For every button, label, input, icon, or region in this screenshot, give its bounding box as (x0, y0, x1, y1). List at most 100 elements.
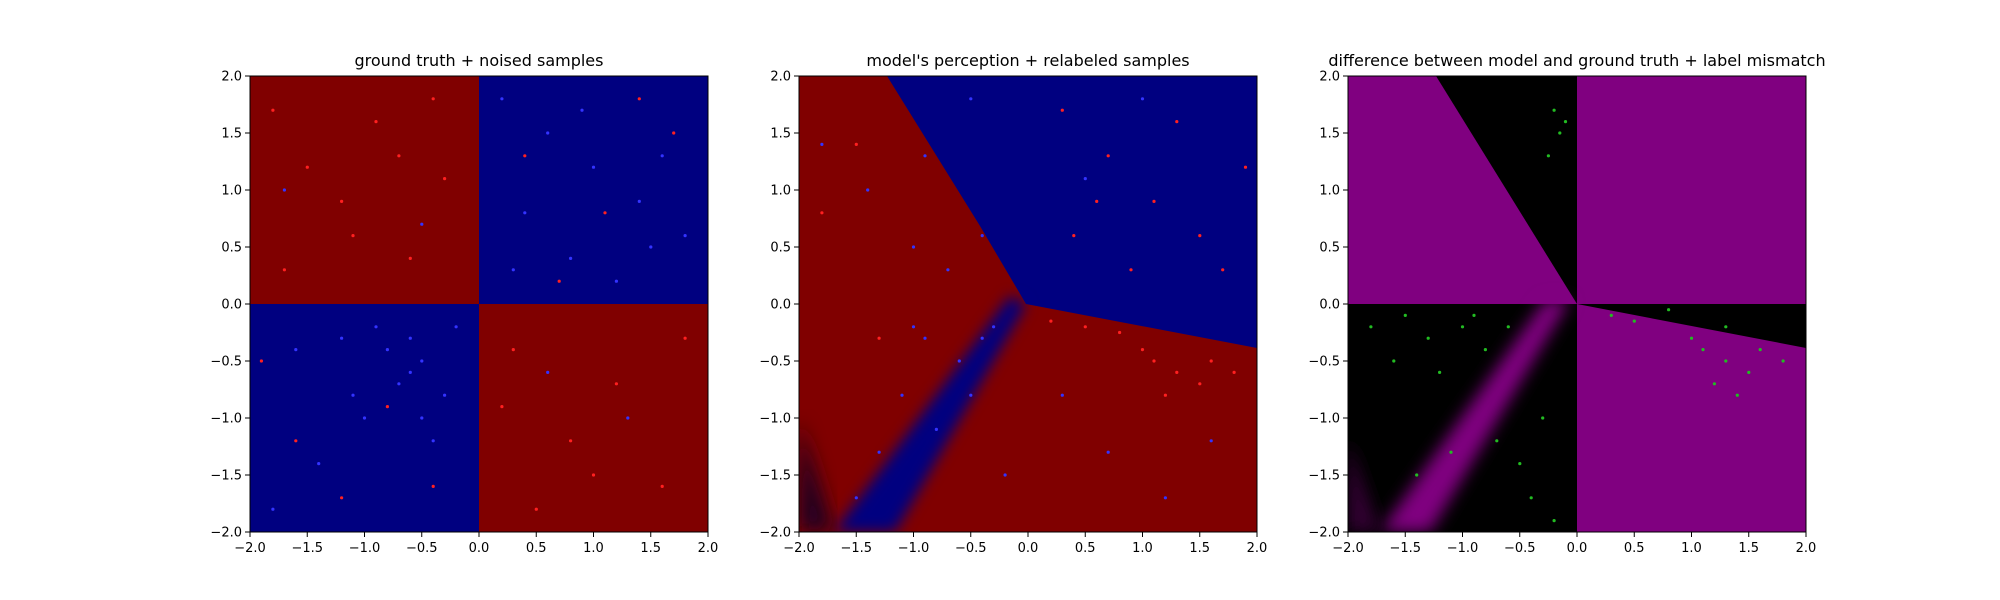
panel-1-quadrant-top-right (479, 76, 708, 304)
panel-1-background (250, 76, 708, 532)
panel-1-point (408, 370, 412, 374)
panel-1-point (420, 359, 424, 363)
panel-1-quadrant-top-left (250, 76, 479, 304)
x-tick-label: 1.5 (640, 541, 661, 556)
y-tick-label: 0.5 (221, 241, 242, 256)
panel-2-point (1163, 496, 1167, 500)
panel-3-point (1460, 325, 1465, 329)
panel-1-point (591, 473, 596, 477)
x-tick-label: −2.0 (234, 541, 266, 556)
x-tick-label: −1.5 (1389, 541, 1421, 556)
panel-2-point (1140, 97, 1145, 101)
panel-2-point (923, 154, 927, 158)
panel-3-point (1724, 325, 1728, 329)
panel-3-background (1348, 76, 1806, 532)
y-tick-label: 2.0 (1319, 70, 1340, 85)
y-tick-label: 1.5 (770, 127, 791, 142)
panel-2-point (1060, 108, 1064, 112)
panel-1-point (340, 336, 344, 340)
panel-2-point (1118, 330, 1122, 335)
y-tick-label: −1.5 (210, 469, 242, 484)
panel-2-point (877, 336, 881, 340)
panel-1-point (660, 484, 664, 488)
panel-1-point (672, 131, 676, 135)
y-tick-label: 1.0 (221, 184, 242, 199)
panel-3-point (1781, 359, 1785, 363)
y-tick-label: 2.0 (770, 70, 791, 85)
panel-2-dark-corner (799, 420, 834, 532)
panel-2-blue-wedge (834, 296, 1026, 532)
panel-2-point (1083, 325, 1087, 329)
panel-3-point (1724, 359, 1728, 363)
y-tick-label: −1.0 (1308, 412, 1340, 427)
panel-3-point (1403, 313, 1407, 317)
panel-3-point (1415, 473, 1419, 477)
panel-1-point (420, 222, 424, 226)
y-tick-label: −0.5 (210, 355, 242, 370)
panel-3-point (1701, 348, 1705, 352)
panel-1-quadrant-bottom-right (479, 304, 708, 532)
panel-1-point (374, 325, 378, 329)
x-tick-label: −1.0 (349, 541, 381, 556)
panel-1-point (420, 416, 424, 420)
y-tick-label: 1.5 (221, 127, 242, 142)
panel-3-point (1563, 120, 1568, 124)
y-tick-label: −1.0 (759, 412, 791, 427)
y-tick-label: 1.0 (770, 184, 791, 199)
panel-1-point (683, 336, 687, 340)
panel-3-point (1552, 108, 1556, 112)
panel-2-point (820, 211, 824, 215)
panel-2-point (957, 359, 961, 363)
panel-1-point (443, 177, 447, 181)
panel-2-point (923, 336, 927, 340)
panel-2-point (1095, 199, 1099, 203)
panel-3-points (1369, 108, 1785, 523)
panel-2-point (969, 97, 973, 101)
panel-3-point (1426, 336, 1430, 340)
panel-2-point (1083, 177, 1087, 181)
panel-2-point (1209, 439, 1213, 443)
panel-2-point (1175, 120, 1179, 124)
y-tick-label: 0.0 (1319, 298, 1340, 313)
panel-1-point (351, 234, 355, 238)
panel-3-point (1747, 370, 1751, 374)
panel-2-point (946, 268, 950, 272)
panel-2-point (911, 245, 916, 249)
panel-3-point (1758, 348, 1762, 352)
x-tick-label: −0.5 (955, 541, 987, 556)
panel-2-point (1232, 370, 1236, 374)
panel-1-point (591, 165, 596, 169)
panel-2-point (980, 234, 984, 238)
x-tick-label: 0.5 (1075, 541, 1096, 556)
x-tick-label: 2.0 (1796, 541, 1817, 556)
panel-2-point (911, 325, 916, 329)
x-tick-label: −0.5 (406, 541, 438, 556)
x-tick-label: −1.5 (840, 541, 872, 556)
x-tick-label: 0.0 (1567, 541, 1588, 556)
panel-1-point (546, 370, 550, 374)
panel-1-point (282, 188, 286, 192)
x-tick-label: −2.0 (1332, 541, 1364, 556)
panel-3-point (1541, 416, 1545, 420)
panel-1-point (534, 507, 538, 511)
panel-1-point (511, 268, 515, 272)
panel-3-point (1438, 370, 1442, 374)
panel-1-point (385, 405, 389, 409)
panel-2-point (1221, 268, 1225, 272)
panel-1-point (660, 154, 664, 158)
panel-2-background (799, 76, 1257, 532)
panel-2-point (980, 336, 984, 340)
panel-1-point (523, 154, 527, 158)
panel-ground-truth: −2.0 −1.5 −1.0 −0.5 0.0 0.5 1.0 1.5 2.0 −2.0 −1.5… (210, 51, 718, 556)
panel-3-mismatch-top-right (1577, 76, 1806, 304)
panel-1-point (683, 234, 687, 238)
panel-1-point (431, 484, 435, 488)
panel-2-point (866, 188, 870, 192)
panel-1-title: ground truth + noised samples (355, 51, 604, 70)
panel-2-point (877, 450, 881, 454)
panel-2-point (820, 142, 824, 146)
y-tick-label: −1.5 (1308, 469, 1340, 484)
panel-1-point (569, 256, 573, 260)
panel-1-point (340, 496, 344, 500)
x-tick-label: 2.0 (698, 541, 719, 556)
